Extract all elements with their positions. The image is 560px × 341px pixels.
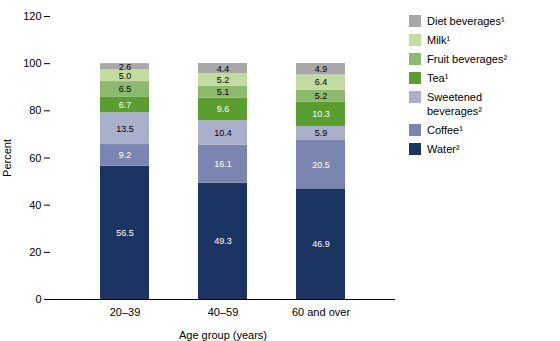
svg-text:0: 0 xyxy=(35,293,41,305)
svg-text:100: 100 xyxy=(23,57,41,69)
svg-text:20.5: 20.5 xyxy=(312,160,330,170)
svg-text:46.9: 46.9 xyxy=(312,239,330,249)
svg-text:16.1: 16.1 xyxy=(214,159,232,169)
svg-text:4.9: 4.9 xyxy=(315,64,328,74)
html-text:Coffee¹: Coffee¹ xyxy=(427,124,463,136)
svg-text:120: 120 xyxy=(23,10,41,22)
svg-text:4.4: 4.4 xyxy=(217,63,230,73)
svg-text:20–39: 20–39 xyxy=(110,306,141,318)
svg-text:60: 60 xyxy=(29,152,41,164)
svg-text:49.3: 49.3 xyxy=(214,236,232,246)
svg-text:5.0: 5.0 xyxy=(119,71,132,81)
html-text:Tea¹: Tea¹ xyxy=(427,72,449,84)
html-text:Milk¹: Milk¹ xyxy=(427,34,451,46)
svg-text:Percent: Percent xyxy=(1,139,13,177)
svg-text:6.5: 6.5 xyxy=(119,84,132,94)
svg-text:56.5: 56.5 xyxy=(116,228,134,238)
svg-text:60 and over: 60 and over xyxy=(292,306,350,318)
svg-text:10.3: 10.3 xyxy=(312,109,330,119)
svg-text:2.6: 2.6 xyxy=(119,62,132,72)
svg-text:20: 20 xyxy=(29,246,41,258)
svg-text:5.9: 5.9 xyxy=(315,128,328,138)
html-text:Sweetened beverages²: Sweetened beverages² xyxy=(427,91,482,117)
svg-text:9.6: 9.6 xyxy=(217,104,230,114)
html-text:Diet beverages¹: Diet beverages¹ xyxy=(427,15,505,27)
svg-text:5.2: 5.2 xyxy=(217,75,230,85)
html-text:Water²: Water² xyxy=(427,143,460,155)
svg-text:13.5: 13.5 xyxy=(116,124,134,134)
svg-text:80: 80 xyxy=(29,104,41,116)
html-text:Fruit beverages²: Fruit beverages² xyxy=(427,53,508,65)
svg-text:9.2: 9.2 xyxy=(119,150,132,160)
svg-text:10.4: 10.4 xyxy=(214,128,232,138)
svg-text:6.4: 6.4 xyxy=(315,77,328,87)
svg-text:5.1: 5.1 xyxy=(217,87,230,97)
svg-text:6.7: 6.7 xyxy=(119,100,132,110)
svg-text:40–59: 40–59 xyxy=(208,306,239,318)
svg-text:Age group (years): Age group (years) xyxy=(179,329,267,341)
svg-text:40: 40 xyxy=(29,199,41,211)
svg-text:5.2: 5.2 xyxy=(315,91,328,101)
